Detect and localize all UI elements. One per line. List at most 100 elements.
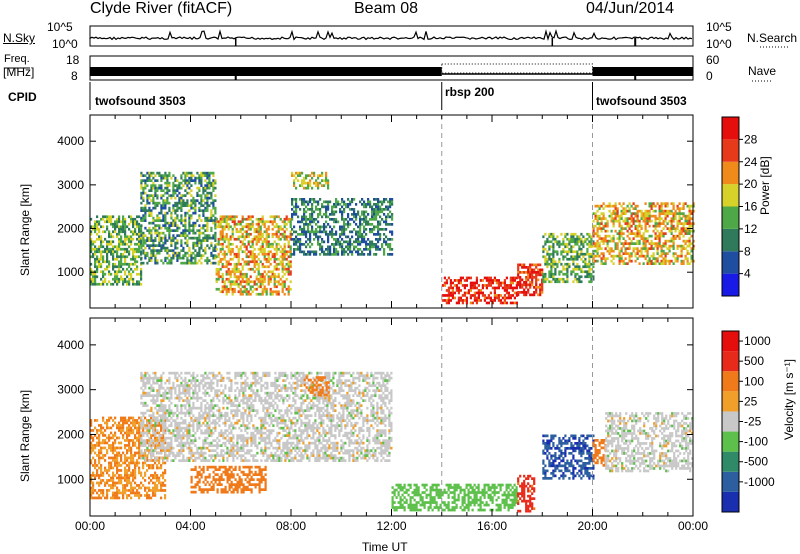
data-cell (283, 230, 286, 234)
data-cell (120, 429, 123, 432)
data-cell (654, 257, 657, 260)
data-cell (630, 232, 633, 235)
data-cell (680, 252, 683, 255)
data-cell (670, 227, 673, 230)
data-cell (160, 444, 163, 447)
data-cell (225, 217, 228, 221)
data-cell (104, 247, 107, 251)
data-cell (138, 446, 141, 450)
data-cell (124, 479, 127, 482)
data-cell (150, 459, 153, 462)
data-cell (130, 451, 133, 455)
data-cell (152, 226, 155, 230)
data-cell (375, 238, 378, 241)
data-cell (174, 229, 177, 232)
data-cell (90, 250, 93, 254)
data-cell (369, 228, 372, 231)
data-cell (140, 246, 143, 250)
data-cell (114, 461, 117, 465)
data-cell (138, 255, 141, 259)
data-cell (592, 234, 595, 238)
data-cell (315, 184, 318, 187)
data-cell (596, 227, 599, 230)
data-cell (120, 240, 123, 244)
data-cell (204, 259, 207, 262)
data-cell (138, 496, 141, 500)
data-cell (148, 221, 151, 225)
data-cell (118, 260, 121, 264)
data-cell (221, 232, 224, 236)
data-cell (239, 227, 242, 231)
data-cell (221, 237, 224, 241)
data-cell (263, 285, 266, 289)
data-cell (162, 174, 165, 177)
data-cell (148, 451, 151, 455)
data-cell (231, 235, 234, 239)
data-cell (574, 275, 577, 279)
data-cell (614, 242, 617, 245)
data-cell (497, 284, 500, 287)
data-cell (116, 245, 119, 249)
data-cell (142, 381, 145, 385)
data-cell (537, 273, 540, 277)
data-cell (128, 494, 131, 497)
data-cell (160, 496, 163, 500)
data-cell (297, 174, 300, 177)
data-cell (614, 209, 617, 213)
data-cell (682, 259, 685, 263)
data-cell (150, 234, 153, 237)
data-cell (114, 449, 117, 452)
data-cell (273, 220, 276, 224)
data-cell (449, 299, 452, 302)
data-cell (198, 246, 201, 250)
data-cell (509, 301, 512, 305)
data-cell (148, 381, 151, 385)
data-cell (148, 426, 151, 430)
data-cell (134, 461, 137, 465)
data-cell (389, 210, 392, 214)
data-cell (377, 233, 380, 236)
data-cell (626, 234, 629, 238)
data-cell (206, 194, 209, 197)
data-cell (267, 260, 270, 264)
data-cell (315, 200, 318, 204)
data-cell (662, 259, 665, 263)
data-cell (297, 233, 300, 236)
data-cell (379, 208, 382, 211)
data-cell (162, 489, 165, 492)
data-cell (152, 396, 155, 400)
data-cell (636, 204, 639, 208)
data-cell (552, 252, 555, 256)
data-cell (291, 203, 294, 206)
data-cell (217, 260, 220, 264)
data-cell (618, 257, 621, 260)
data-cell (90, 424, 93, 427)
data-cell (263, 255, 266, 259)
data-cell (363, 240, 366, 244)
data-cell (245, 282, 248, 286)
data-cell (219, 215, 222, 219)
data-cell (610, 217, 613, 220)
data-cell (245, 255, 248, 259)
data-cell (275, 230, 278, 234)
data-cell (279, 262, 282, 266)
data-cell (682, 247, 685, 250)
data-cell (90, 434, 93, 437)
data-cell (323, 230, 326, 234)
data-cell (277, 235, 280, 239)
data-cell (126, 469, 129, 472)
data-cell (554, 250, 557, 254)
data-cell (114, 416, 117, 420)
data-cell (626, 229, 629, 233)
data-cell (144, 254, 147, 257)
data-cell (184, 241, 187, 245)
data-cell (539, 268, 542, 272)
data-cell (684, 222, 687, 225)
data-cell (552, 245, 555, 249)
data-cell (150, 376, 153, 380)
data-cell (142, 456, 145, 460)
data-cell (658, 214, 661, 218)
data-cell (279, 277, 282, 281)
data-cell (562, 257, 565, 261)
data-cell (136, 232, 139, 236)
